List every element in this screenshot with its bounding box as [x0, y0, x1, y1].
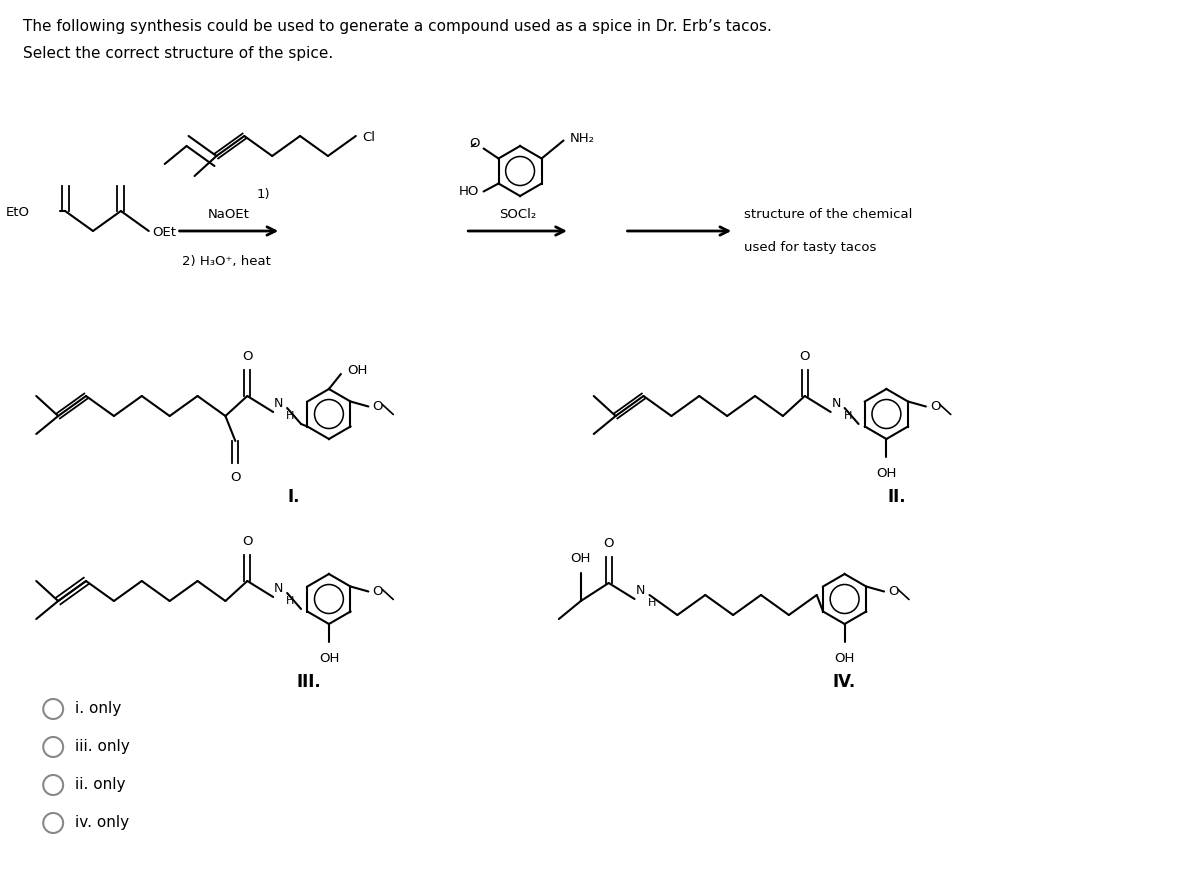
Text: O: O	[799, 350, 810, 363]
Text: 1): 1)	[257, 188, 270, 201]
Text: iii. only: iii. only	[76, 739, 130, 754]
Text: O: O	[604, 537, 614, 550]
Text: H: H	[844, 411, 852, 421]
Text: SOCl₂: SOCl₂	[499, 209, 536, 221]
Text: III.: III.	[296, 673, 322, 691]
Text: H: H	[286, 596, 294, 606]
Text: OH: OH	[319, 652, 340, 665]
Text: II.: II.	[887, 488, 906, 506]
Text: O: O	[888, 585, 899, 598]
Text: The following synthesis could be used to generate a compound used as a spice in : The following synthesis could be used to…	[23, 19, 772, 34]
Text: O: O	[372, 585, 383, 598]
Text: NaOEt: NaOEt	[208, 209, 250, 221]
Text: NH₂: NH₂	[570, 132, 594, 145]
Text: used for tasty tacos: used for tasty tacos	[744, 241, 876, 254]
Text: O: O	[242, 535, 252, 548]
Text: OH: OH	[834, 652, 854, 665]
Text: H: H	[286, 411, 294, 421]
Text: OH: OH	[876, 467, 896, 480]
Text: OH: OH	[571, 552, 590, 566]
Text: structure of the chemical: structure of the chemical	[744, 209, 912, 221]
Text: ii. only: ii. only	[76, 778, 126, 793]
Text: Cl: Cl	[361, 131, 374, 144]
Text: HO: HO	[460, 185, 480, 198]
Text: i. only: i. only	[76, 701, 121, 716]
Text: N: N	[636, 584, 644, 597]
Text: O: O	[930, 400, 941, 413]
Text: O: O	[469, 137, 480, 150]
Text: O: O	[230, 471, 241, 484]
Text: IV.: IV.	[833, 673, 857, 691]
Text: O: O	[372, 400, 383, 413]
Text: iv. only: iv. only	[76, 816, 130, 831]
Text: H: H	[648, 598, 656, 608]
Text: 2) H₃O⁺, heat: 2) H₃O⁺, heat	[181, 255, 270, 268]
Text: N: N	[274, 582, 283, 596]
Text: OEt: OEt	[152, 226, 176, 239]
Text: N: N	[274, 397, 283, 411]
Text: OH: OH	[347, 365, 367, 377]
Text: I.: I.	[288, 488, 300, 506]
Text: O: O	[242, 350, 252, 363]
Text: EtO: EtO	[5, 206, 29, 219]
Text: Select the correct structure of the spice.: Select the correct structure of the spic…	[23, 46, 334, 61]
Text: N: N	[832, 397, 841, 411]
